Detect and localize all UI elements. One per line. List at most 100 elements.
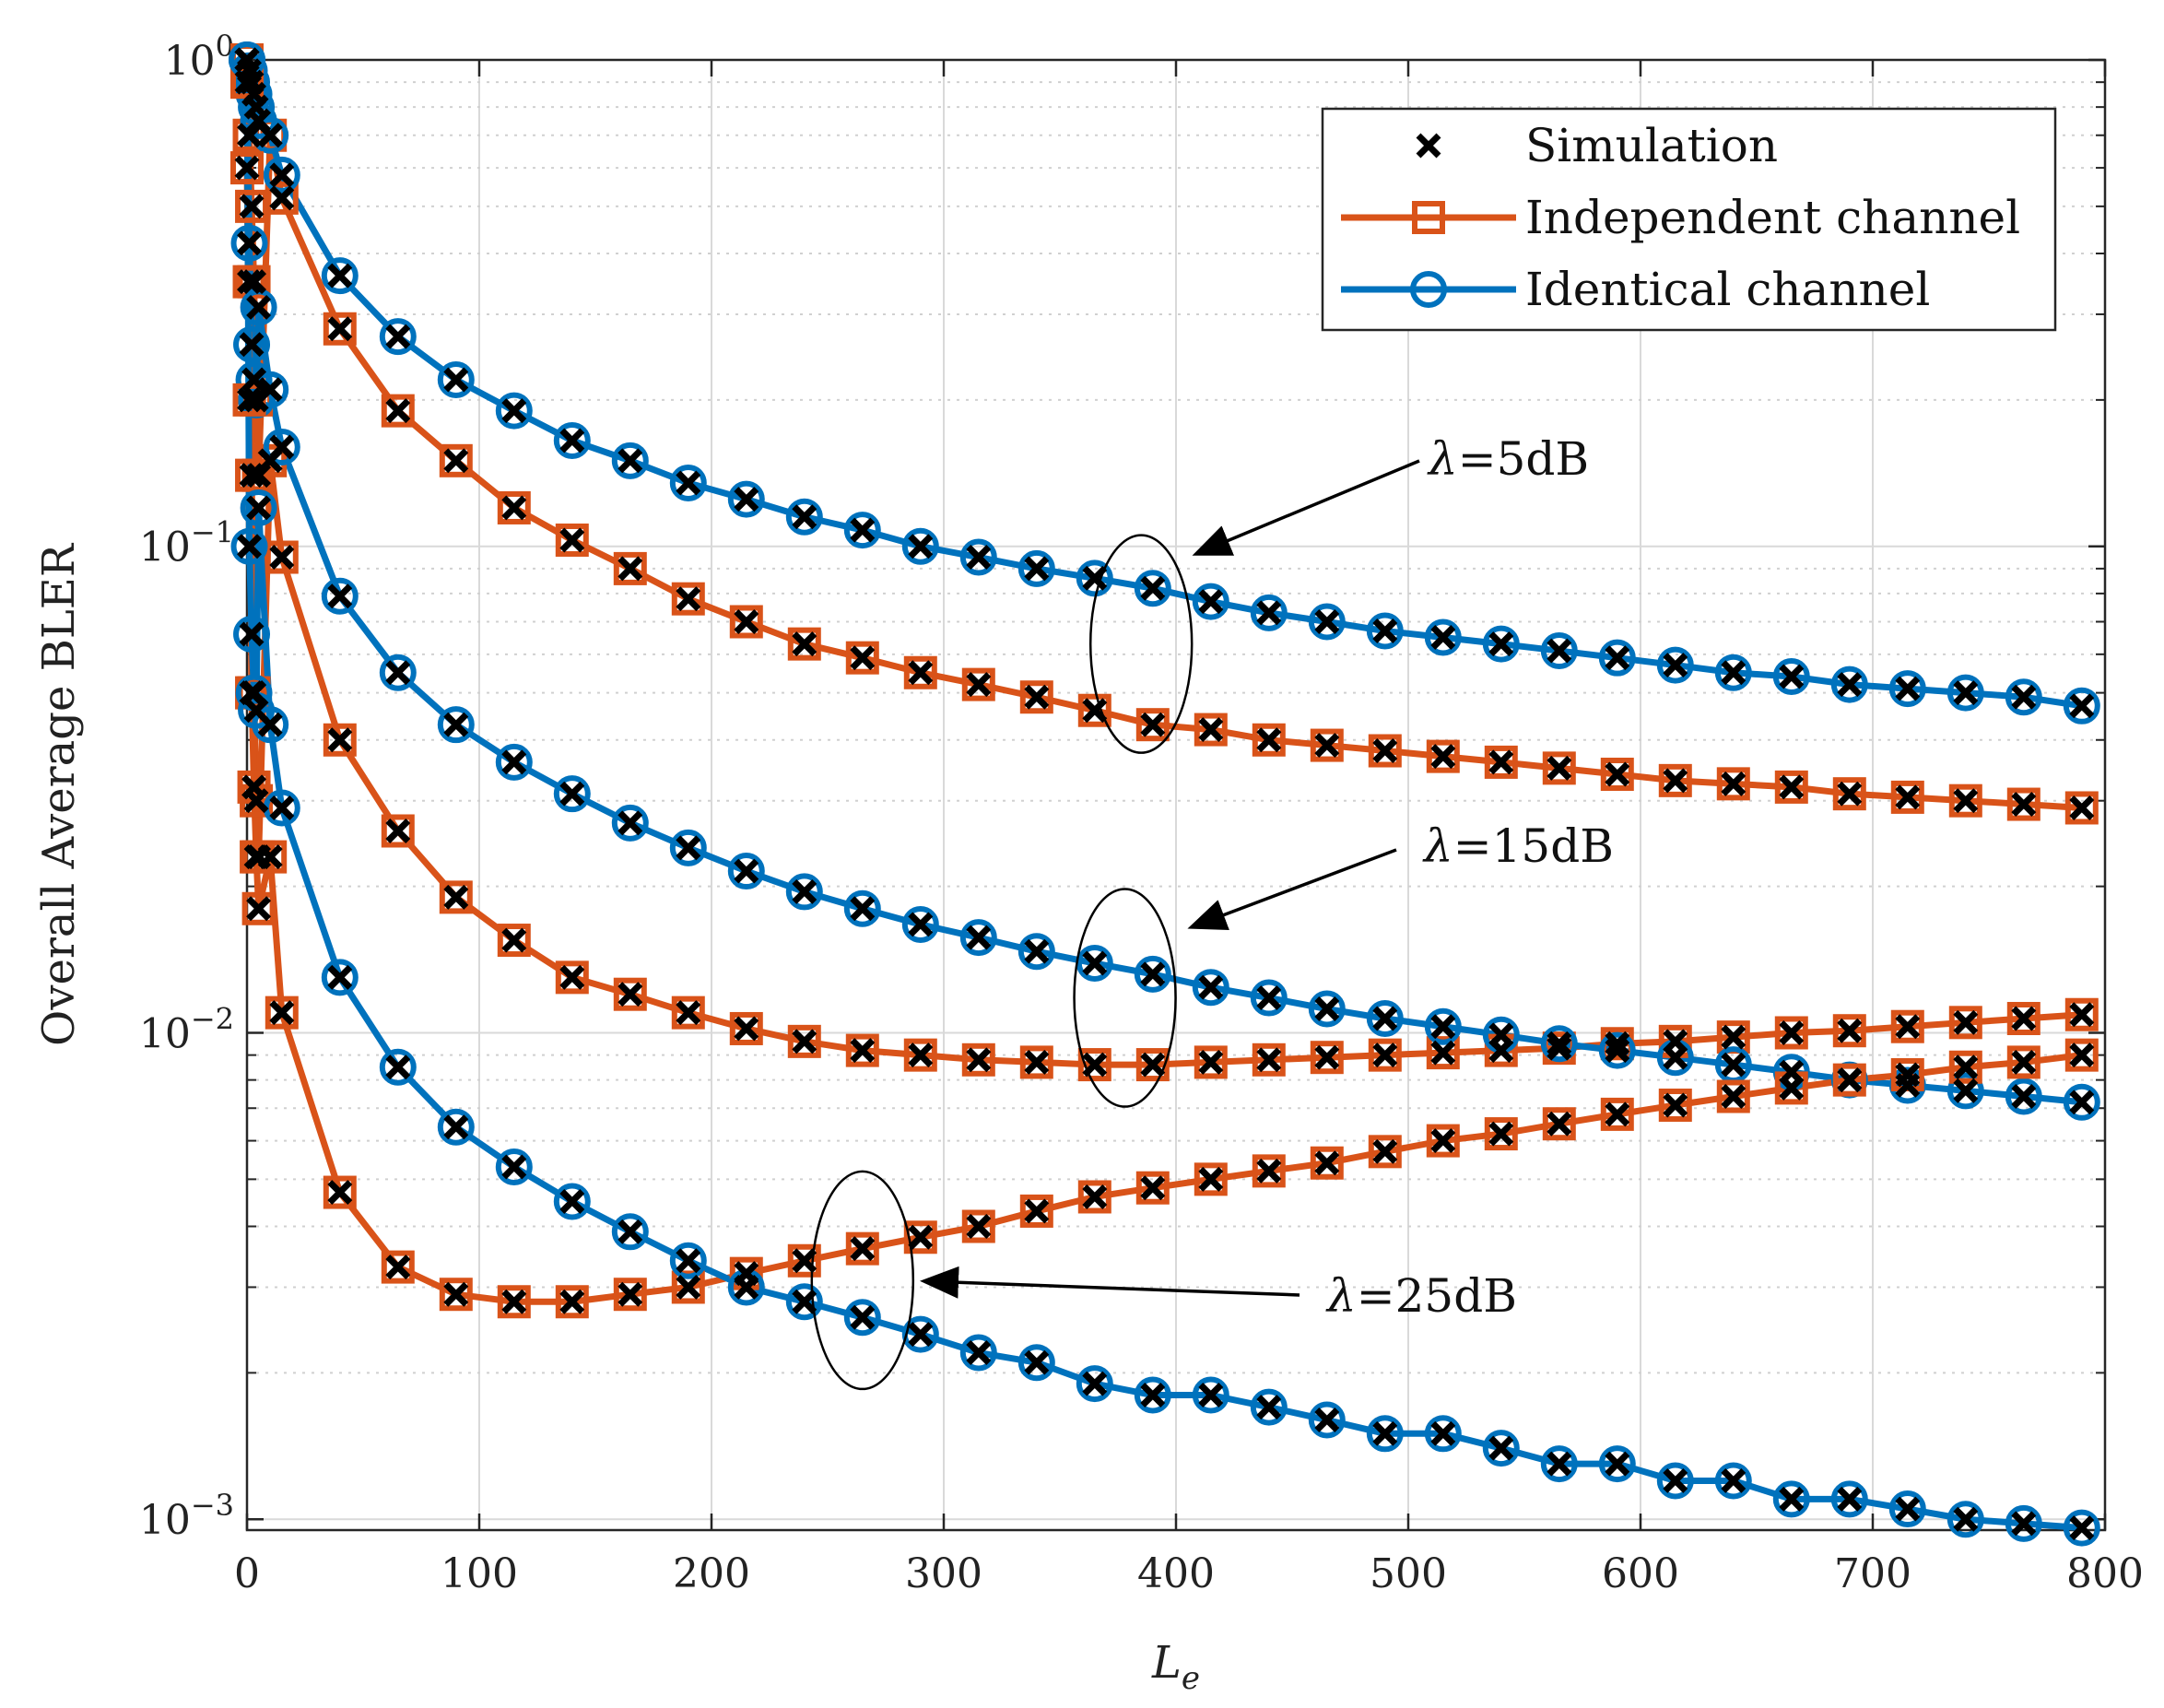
simulation-marker-stroke: [2011, 1511, 2037, 1537]
simulation-marker-stroke: [239, 621, 265, 647]
simulation-marker-stroke: [908, 1322, 934, 1348]
independent-marker: [439, 443, 473, 477]
simulation-marker: [234, 47, 260, 73]
simulation-marker-stroke: [1198, 1049, 1224, 1075]
simulation-marker-stroke: [676, 1274, 701, 1300]
simulation-marker: [327, 316, 353, 342]
simulation-marker: [1837, 1486, 1863, 1512]
simulation-marker: [1663, 653, 1688, 678]
simulation-marker-stroke: [237, 230, 262, 256]
simulation-marker-stroke: [850, 517, 876, 543]
simulation-marker: [501, 749, 527, 775]
independent-marker: [2006, 1001, 2041, 1035]
simulation-marker: [1837, 1018, 1863, 1043]
identical-marker: [1076, 1365, 1113, 1403]
independent-marker: [613, 1278, 647, 1312]
independent-marker: [1716, 767, 1750, 801]
identical-marker: [1308, 603, 1346, 641]
identical-marker: [1366, 999, 1404, 1037]
simulation-marker: [1547, 1031, 1572, 1056]
simulation-marker-stroke: [241, 269, 267, 295]
simulation-marker: [1372, 1420, 1398, 1446]
simulation-marker-stroke: [443, 448, 469, 474]
simulation-marker: [1837, 781, 1863, 807]
simulation-marker-stroke: [1372, 1420, 1398, 1446]
simulation-marker: [559, 527, 585, 553]
identical-marker: [1134, 955, 1171, 993]
independent-marker: [1890, 780, 1924, 814]
independent-marker: [1658, 763, 1692, 797]
simulation-marker-stroke: [239, 194, 265, 219]
simulation-marker: [1779, 1020, 1805, 1045]
independent-marker: [1658, 1088, 1692, 1122]
simulation-marker-stroke: [1372, 1138, 1398, 1164]
simulation-marker-stroke: [1024, 556, 1050, 582]
simulation-marker-stroke: [2011, 792, 2037, 818]
simulation-marker-stroke: [257, 844, 283, 870]
simulation-marker-stroke: [1140, 1383, 1166, 1408]
simulation-marker: [1430, 1128, 1456, 1154]
annotation-ellipse: [810, 1170, 915, 1391]
independent-marker: [1484, 1117, 1518, 1151]
simulation-marker-stroke: [1256, 1158, 1282, 1184]
identical-marker: [1830, 1480, 1868, 1518]
identical-marker: [669, 1242, 707, 1279]
simulation-marker: [559, 1289, 585, 1314]
independent-marker: [265, 540, 299, 574]
simulation-marker: [241, 367, 267, 393]
identical-marker: [2063, 1509, 2100, 1547]
simulation-marker: [327, 1180, 353, 1206]
simulation-marker-stroke: [1663, 1092, 1688, 1118]
simulation-marker-stroke: [1837, 1486, 1863, 1512]
simulation-marker: [1256, 1395, 1282, 1420]
independent-marker: [1426, 739, 1460, 773]
simulation-marker: [1140, 1383, 1166, 1408]
annotation-ellipse: [1088, 534, 1194, 754]
simulation-marker-stroke: [239, 332, 265, 358]
simulation-marker-stroke: [1430, 1040, 1456, 1066]
simulation-marker: [257, 712, 283, 737]
simulation-marker: [1488, 631, 1514, 657]
simulation-marker-stroke: [327, 1180, 353, 1206]
simulation-marker-stroke: [850, 1038, 876, 1064]
simulation-marker-stroke: [792, 1248, 817, 1274]
simulation-marker: [850, 645, 876, 671]
identical-marker: [669, 464, 707, 501]
identical-marker: [437, 706, 475, 744]
simulation-marker: [1024, 1349, 1050, 1375]
simulation-marker-stroke: [966, 1214, 992, 1239]
independent-marker: [1600, 758, 1634, 792]
identical-marker: [230, 224, 268, 262]
simulation-marker: [1779, 1486, 1805, 1512]
simulation-marker: [676, 1274, 701, 1300]
independent-marker: [1252, 1154, 1286, 1188]
simulation-marker-stroke: [676, 1000, 701, 1026]
simulation-marker: [1314, 996, 1340, 1021]
simulation-marker-stroke: [237, 534, 262, 560]
identical-marker: [1772, 1480, 1810, 1518]
simulation-marker-stroke: [1140, 575, 1166, 601]
simulation-marker: [327, 583, 353, 609]
simulation-marker-stroke: [734, 1274, 759, 1300]
identical-marker: [379, 654, 417, 691]
simulation-marker-stroke: [1198, 589, 1224, 615]
simulation-marker-stroke: [327, 964, 353, 990]
simulation-marker-stroke: [1895, 1062, 1921, 1088]
simulation-marker: [908, 534, 934, 560]
simulation-marker: [1256, 727, 1282, 753]
simulation-marker-stroke: [617, 556, 643, 582]
simulation-marker: [1198, 717, 1224, 743]
identical-marker: [321, 959, 359, 996]
simulation-marker-stroke: [501, 495, 527, 521]
simulation-marker: [1488, 749, 1514, 775]
simulation-marker-stroke: [237, 123, 262, 148]
simulation-marker-stroke: [1895, 784, 1921, 810]
simulation-marker-stroke: [385, 1054, 411, 1080]
independent-marker: [555, 523, 589, 557]
identical-marker: [901, 527, 939, 565]
simulation-marker-stroke: [1779, 1486, 1805, 1512]
simulation-marker-stroke: [1314, 1044, 1340, 1070]
simulation-marker: [1779, 1075, 1805, 1101]
